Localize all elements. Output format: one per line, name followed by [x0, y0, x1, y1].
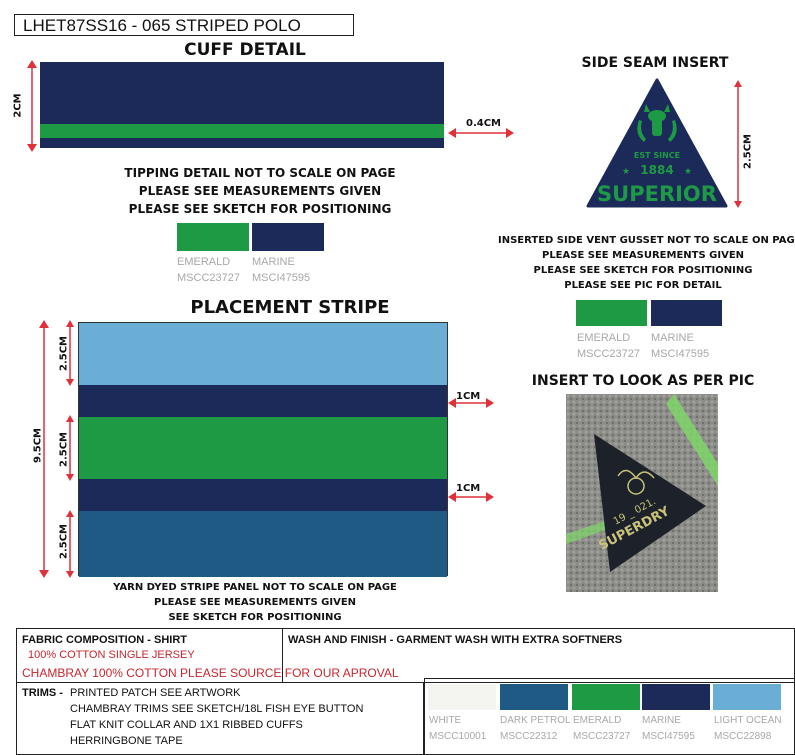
side-seam-swatch-emerald: [576, 300, 647, 326]
insert-pic-heading: INSERT TO LOOK AS PER PIC: [531, 373, 755, 389]
palette-label-dark-petrol: DARK PETROL MSCC22312: [500, 715, 571, 742]
cuff-note: TIPPING DETAIL NOT TO SCALE ON PAGE: [124, 166, 396, 180]
badge-brand-text: SUPERIOR: [597, 182, 717, 206]
cuff-heading: CUFF DETAIL: [184, 40, 306, 60]
side-seam-notes: INSERTED SIDE VENT GUSSET NOT TO SCALE O…: [498, 233, 795, 293]
cuff-swatch-marine: [252, 223, 324, 251]
stripe-segment-arrow-1: [66, 320, 74, 386]
insert-triangle: [594, 434, 706, 572]
stripe-emerald: [79, 417, 447, 479]
stripe-marine-2: [79, 479, 447, 511]
palette-label-marine: MARINE MSCI47595: [642, 715, 695, 742]
side-seam-heading: SIDE SEAM INSERT: [581, 55, 729, 71]
trims-line-4: HERRINGBONE TAPE: [70, 735, 183, 747]
palette-label-light-ocean: LIGHT OCEAN MSCC22898: [714, 715, 782, 742]
side-seam-swatch-marine-label: MARINE MSCI47595: [651, 332, 710, 360]
cuff-note: PLEASE SEE MEASUREMENTS GIVEN: [138, 184, 382, 198]
trims-line-3: FLAT KNIT COLLAR AND 1X1 RIBBED CUFFS: [70, 719, 303, 731]
stripe-heading: PLACEMENT STRIPE: [190, 297, 390, 318]
palette-swatch-dark-petrol: [500, 684, 568, 710]
palette-label-white: WHITE MSCC10001: [429, 715, 487, 742]
side-seam-note: PLEASE SEE PIC FOR DETAIL: [564, 280, 722, 291]
cuff-swatch-marine-label: MARINE MSCI47595: [252, 256, 311, 284]
badge-year-text: 1884: [640, 163, 673, 177]
side-seam-swatch-emerald-label: EMERALD MSCC23727: [577, 332, 640, 360]
stripe-total-label: 9.5CM: [32, 428, 44, 464]
stripe-note: PLEASE SEE MEASUREMENTS GIVEN: [153, 597, 357, 608]
cuff-swatch-emerald-label: EMERALD MSCC23727: [177, 256, 240, 284]
stripe-segment-label-1: 2.5CM: [58, 336, 70, 372]
cuff-height-label: 2CM: [12, 93, 24, 118]
side-seam-badge: EST SINCE 1884 ★ ★ SUPERIOR: [586, 78, 728, 208]
cuff-tip-label: 0.4CM: [466, 118, 502, 129]
stripe-gap-arrow-2: [448, 492, 494, 502]
stripe-segment-arrow-2: [66, 415, 74, 481]
fabric-heading: FABRIC COMPOSITION - SHIRT: [22, 634, 187, 646]
palette-swatch-emerald: [572, 684, 640, 710]
stripe-segment-label-3: 2.5CM: [58, 524, 70, 560]
stripe-gap-arrow-1: [448, 398, 494, 408]
stripe-notes: YARN DYED STRIPE PANEL NOT TO SCALE ON P…: [100, 580, 410, 625]
palette-label-emerald: EMERALD MSCC23727: [573, 715, 631, 742]
stripe-gap-label-1: 1CM: [456, 391, 481, 402]
side-seam-height-arrow: [734, 80, 742, 208]
star-icon: ★: [684, 167, 692, 177]
fabric-line-2: CHAMBRAY 100% COTTON PLEASE SOURCE FOR O…: [22, 666, 399, 680]
eagle-icon: [617, 469, 655, 495]
stripe-light-ocean: [79, 323, 447, 385]
stripe-segment-arrow-3: [66, 510, 74, 578]
stripe-total-arrow: [39, 320, 49, 578]
document-title: LHET87SS16 - 065 STRIPED POLO: [14, 14, 354, 36]
insert-photo: 19 _ 021. SUPERDRY: [566, 394, 718, 592]
wash-heading: WASH AND FINISH - GARMENT WASH WITH EXTR…: [288, 634, 623, 646]
palette-swatch-marine: [642, 684, 710, 710]
palette-swatch-light-ocean: [713, 684, 781, 710]
star-icon: ★: [622, 167, 630, 177]
side-seam-note: INSERTED SIDE VENT GUSSET NOT TO SCALE O…: [498, 235, 795, 246]
side-seam-note: PLEASE SEE MEASUREMENTS GIVEN: [541, 250, 745, 261]
cuff-notes: TIPPING DETAIL NOT TO SCALE ON PAGE PLEA…: [100, 164, 420, 218]
trims-heading: TRIMS -: [22, 687, 63, 699]
emblem-icon: [637, 104, 677, 142]
cuff-tip-arrow: [448, 128, 514, 138]
fabric-line-1: 100% COTTON SINGLE JERSEY: [28, 649, 195, 661]
green-tipping: [666, 394, 718, 486]
stripe-marine-1: [79, 385, 447, 417]
trims-line-1: PRINTED PATCH SEE ARTWORK: [70, 687, 241, 699]
stripe-note: SEE SKETCH FOR POSITIONING: [168, 612, 342, 623]
side-seam-swatch-marine: [651, 300, 722, 326]
cuff-tipping-stripe: [40, 124, 444, 138]
divider: [282, 628, 283, 683]
cuff-swatch-emerald: [177, 223, 249, 251]
trims-line-2: CHAMBRAY TRIMS SEE SKETCH/18L FISH EYE B…: [70, 703, 364, 715]
stripe-dark-petrol: [79, 511, 447, 577]
stripe-segment-label-2: 2.5CM: [58, 432, 70, 468]
side-seam-note: PLEASE SEE SKETCH FOR POSITIONING: [533, 265, 753, 276]
badge-triangle: [586, 78, 728, 208]
stripe-gap-label-2: 1CM: [456, 483, 481, 494]
badge-est-text: EST SINCE: [634, 151, 680, 160]
side-seam-height-label: 2.5CM: [742, 134, 754, 170]
cuff-note: PLEASE SEE SKETCH FOR POSITIONING: [128, 202, 392, 216]
stripe-note: YARN DYED STRIPE PANEL NOT TO SCALE ON P…: [113, 582, 397, 593]
stripe-panel: [78, 322, 448, 577]
palette-swatch-white: [428, 684, 496, 710]
cuff-height-arrow: [27, 60, 37, 152]
